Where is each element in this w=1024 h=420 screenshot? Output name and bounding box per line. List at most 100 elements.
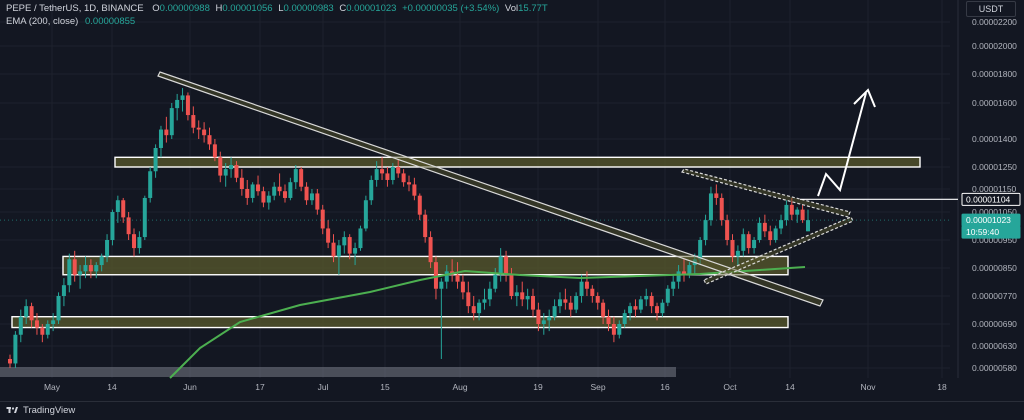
- candle-body: [595, 296, 600, 303]
- candle-body: [514, 292, 519, 296]
- candle-body: [795, 209, 800, 215]
- candle-body: [293, 169, 298, 183]
- candle-body: [272, 186, 277, 196]
- candle-body: [606, 316, 611, 324]
- candle-body: [342, 237, 347, 246]
- price-tick-label: 0.00000690: [972, 319, 1017, 329]
- support-zone-lower: [11, 316, 789, 329]
- candle-body: [250, 184, 255, 198]
- candle-body: [239, 177, 244, 189]
- candle-body: [752, 240, 757, 249]
- candle-body: [541, 320, 546, 324]
- candle-body: [407, 182, 411, 185]
- candle-body: [628, 306, 633, 314]
- time-tick-label: Aug: [452, 382, 467, 392]
- time-tick-label: May: [44, 382, 61, 392]
- candle-body: [617, 324, 622, 335]
- candle-body: [439, 281, 444, 289]
- candle-body: [433, 262, 438, 289]
- candle-body: [671, 281, 676, 289]
- candle-body: [158, 129, 163, 148]
- price-tick-label: 0.00001150: [972, 184, 1017, 194]
- symbol-legend[interactable]: PEPE / TetherUS, 1D, BINANCE O0.00000988…: [6, 2, 548, 15]
- low-label: L: [278, 3, 284, 14]
- candle-body: [579, 281, 584, 296]
- support-zone-middle: [62, 255, 789, 276]
- candle-body: [800, 209, 805, 221]
- candle-body: [590, 288, 595, 296]
- open-value: 0.00000988: [159, 3, 210, 14]
- close-label: C: [339, 3, 347, 14]
- candle-body: [762, 222, 767, 232]
- candle-body: [779, 220, 784, 229]
- candle-body: [428, 237, 433, 263]
- candle-body: [746, 234, 751, 249]
- time-tick-label: 16: [660, 382, 670, 392]
- volume-label: Vol: [504, 3, 519, 14]
- low-value: 0.00000983: [283, 3, 334, 14]
- candle-body: [88, 265, 93, 272]
- candle-body: [622, 313, 627, 324]
- candle-body: [315, 193, 320, 210]
- candle-body: [687, 265, 692, 275]
- candle-body: [304, 186, 309, 201]
- candle-body: [105, 240, 110, 257]
- candle-body: [202, 129, 207, 136]
- candle-body: [584, 281, 589, 289]
- candle-body: [477, 302, 482, 314]
- candle-body: [169, 108, 174, 136]
- candle-body: [8, 358, 12, 364]
- price-tick-label: 0.00000770: [972, 291, 1017, 301]
- candle-body: [67, 259, 72, 286]
- candle-body: [708, 193, 713, 221]
- tradingview-logo-icon: [6, 407, 18, 413]
- candle-body: [234, 165, 239, 178]
- candle-body: [126, 217, 131, 235]
- time-tick-label: 15: [380, 382, 390, 392]
- price-axis[interactable]: 0.00002200 0.00002000 0.00001800 0.00001600…: [961, 17, 1021, 373]
- candle-body: [466, 292, 471, 307]
- brand-name: TradingView: [23, 404, 76, 416]
- currency-unit-button[interactable]: USDT: [966, 1, 1016, 17]
- candle-body: [196, 127, 201, 130]
- candle-body: [223, 169, 228, 176]
- projection-arrow-line: [817, 92, 867, 197]
- time-tick-label: 14: [785, 382, 795, 392]
- candle-body: [24, 306, 29, 317]
- candle-body: [45, 324, 50, 335]
- candle-body: [644, 296, 649, 300]
- candle-body: [132, 234, 137, 249]
- candle-body: [309, 193, 314, 201]
- candle-body: [471, 306, 476, 314]
- time-tick-label: Sep: [590, 382, 605, 392]
- footer-bar: TradingView: [0, 401, 1024, 420]
- candle-body: [229, 165, 234, 170]
- support-resistance-zones: [11, 156, 921, 329]
- price-tick-label: 0.00000630: [972, 341, 1017, 351]
- tradingview-brand[interactable]: TradingView: [6, 404, 75, 416]
- time-axis[interactable]: May 14 Jun 17 Jul 15 Aug 19 Sep 16 Oct 14 Nov 18: [44, 382, 947, 392]
- candle-body: [380, 169, 385, 174]
- resistance-price-label: 0.00001104: [966, 194, 1011, 204]
- ema-legend[interactable]: EMA (200, close) 0.00000855: [6, 15, 135, 28]
- candle-body: [175, 99, 180, 109]
- high-label: H: [215, 3, 223, 14]
- candle-body: [552, 306, 557, 317]
- candle-body: [299, 169, 304, 187]
- time-tick-label: Oct: [723, 382, 737, 392]
- candle-body: [676, 271, 681, 282]
- time-tick-label: 19: [533, 382, 543, 392]
- candle-body: [218, 157, 223, 176]
- candle-body: [385, 173, 390, 180]
- candle-body: [266, 195, 271, 203]
- ema-line-layer: [169, 266, 806, 379]
- descending-trendline-band: [157, 71, 824, 307]
- candle-body: [714, 193, 719, 198]
- candles: [8, 88, 810, 368]
- last-price-label: 0.00001023: [966, 215, 1011, 225]
- candle-body: [460, 281, 465, 293]
- candle-body: [735, 250, 740, 257]
- candle-body: [730, 240, 735, 257]
- candle-body: [719, 197, 724, 221]
